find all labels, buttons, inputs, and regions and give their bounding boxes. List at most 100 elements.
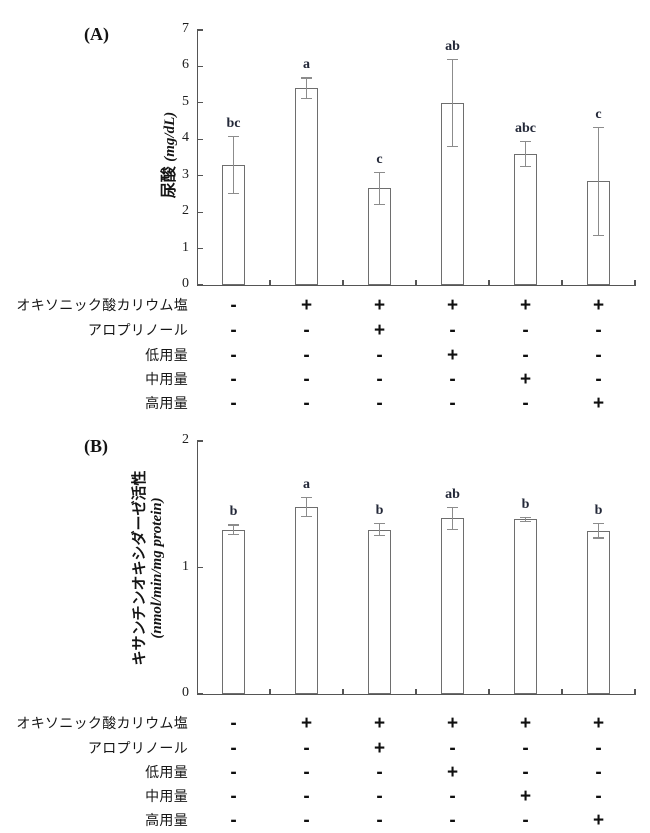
error-bar-cap-top — [301, 496, 312, 498]
x-tick — [269, 689, 271, 694]
minus-sign: - — [595, 738, 602, 759]
treatment-row-label: オキソニック酸カリウム塩 — [16, 715, 188, 731]
x-tick — [634, 280, 636, 285]
sig-letter: abc — [515, 121, 536, 137]
minus-sign: - — [449, 810, 456, 831]
minus-sign: - — [230, 295, 237, 316]
minus-sign: - — [595, 369, 602, 390]
error-bar-cap-bottom — [301, 515, 312, 518]
treatment-row-label: 高用量 — [145, 812, 188, 828]
treatment-row-label: 高用量 — [145, 395, 188, 411]
error-bar-cap-bottom — [447, 528, 458, 530]
minus-sign: - — [376, 393, 383, 414]
error-bar-line — [524, 141, 527, 167]
x-tick — [342, 280, 344, 285]
error-bar-cap-top — [593, 523, 604, 525]
y-tick-label: 1 — [182, 239, 189, 255]
sig-letter: b — [521, 496, 530, 512]
minus-sign: - — [595, 345, 602, 366]
x-axis — [197, 285, 636, 287]
y-tick — [197, 175, 203, 177]
y-tick-label: 5 — [182, 93, 189, 109]
minus-sign: - — [230, 713, 237, 734]
error-bar-cap-top — [520, 141, 531, 143]
y-tick-label: 2 — [182, 203, 189, 219]
error-bar-line — [451, 506, 454, 530]
plus-sign: + — [300, 713, 313, 734]
error-bar-cap-top — [374, 172, 385, 174]
x-tick — [342, 689, 344, 694]
y-tick-label: 6 — [182, 57, 189, 73]
minus-sign: - — [303, 393, 310, 414]
minus-sign: - — [522, 345, 529, 366]
minus-sign: - — [449, 369, 456, 390]
treatment-row-label: アロプリノール — [87, 322, 188, 338]
error-bar-cap-bottom — [593, 537, 604, 539]
y-tick — [197, 247, 203, 250]
x-tick — [561, 280, 563, 285]
treatment-row-label: オキソニック酸カリウム塩 — [16, 297, 188, 313]
error-bar-cap-bottom — [228, 192, 239, 195]
minus-sign: - — [376, 369, 383, 390]
plus-sign: + — [592, 810, 605, 831]
y-tick-label: 4 — [182, 130, 189, 146]
plus-sign: + — [519, 786, 532, 807]
x-tick — [415, 280, 417, 285]
x-tick — [269, 280, 271, 285]
sig-letter: bc — [226, 115, 241, 131]
x-tick — [634, 689, 636, 694]
minus-sign: - — [522, 393, 529, 414]
error-bar-cap-bottom — [228, 533, 239, 535]
plus-sign: + — [519, 369, 532, 390]
minus-sign: - — [230, 810, 237, 831]
treatment-row-label: 低用量 — [145, 764, 188, 780]
minus-sign: - — [376, 786, 383, 807]
sig-letter: b — [375, 503, 384, 519]
plus-sign: + — [373, 295, 386, 316]
x-axis — [197, 694, 636, 696]
plus-sign: + — [446, 713, 459, 734]
plus-sign: + — [519, 713, 532, 734]
error-bar-cap-bottom — [520, 520, 531, 523]
plus-sign: + — [446, 295, 459, 316]
error-bar-line — [232, 135, 235, 194]
minus-sign: - — [303, 320, 310, 341]
error-bar-cap-bottom — [374, 534, 385, 537]
y-tick-label: 3 — [182, 166, 189, 182]
y-tick — [197, 102, 203, 104]
minus-sign: - — [303, 738, 310, 759]
error-bar-line — [597, 523, 600, 539]
minus-sign: - — [595, 786, 602, 807]
plus-sign: + — [592, 393, 605, 414]
treatment-row-label: 中用量 — [145, 371, 188, 387]
panel-b-label: (B) — [84, 436, 108, 456]
error-bar-line — [524, 516, 527, 522]
minus-sign: - — [376, 810, 383, 831]
treatment-row-label: 中用量 — [145, 788, 188, 804]
minus-sign: - — [303, 786, 310, 807]
minus-sign: - — [522, 810, 529, 831]
y-tick-label: 0 — [182, 685, 189, 700]
minus-sign: - — [449, 738, 456, 759]
plus-sign: + — [373, 738, 386, 759]
minus-sign: - — [376, 762, 383, 783]
minus-sign: - — [230, 762, 237, 783]
minus-sign: - — [595, 762, 602, 783]
minus-sign: - — [230, 738, 237, 759]
treatment-row-label: アロプリノール — [87, 740, 188, 756]
plus-sign: + — [300, 295, 313, 316]
error-bar-cap-top — [228, 135, 239, 137]
error-bar-cap-bottom — [301, 98, 312, 100]
error-bar-line — [597, 126, 600, 236]
y-tick — [197, 566, 203, 569]
minus-sign: - — [230, 393, 237, 414]
panel-a-label: (A) — [84, 24, 109, 44]
plus-sign: + — [446, 762, 459, 783]
plus-sign: + — [446, 345, 459, 366]
error-bar-cap-bottom — [447, 145, 458, 147]
minus-sign: - — [522, 762, 529, 783]
